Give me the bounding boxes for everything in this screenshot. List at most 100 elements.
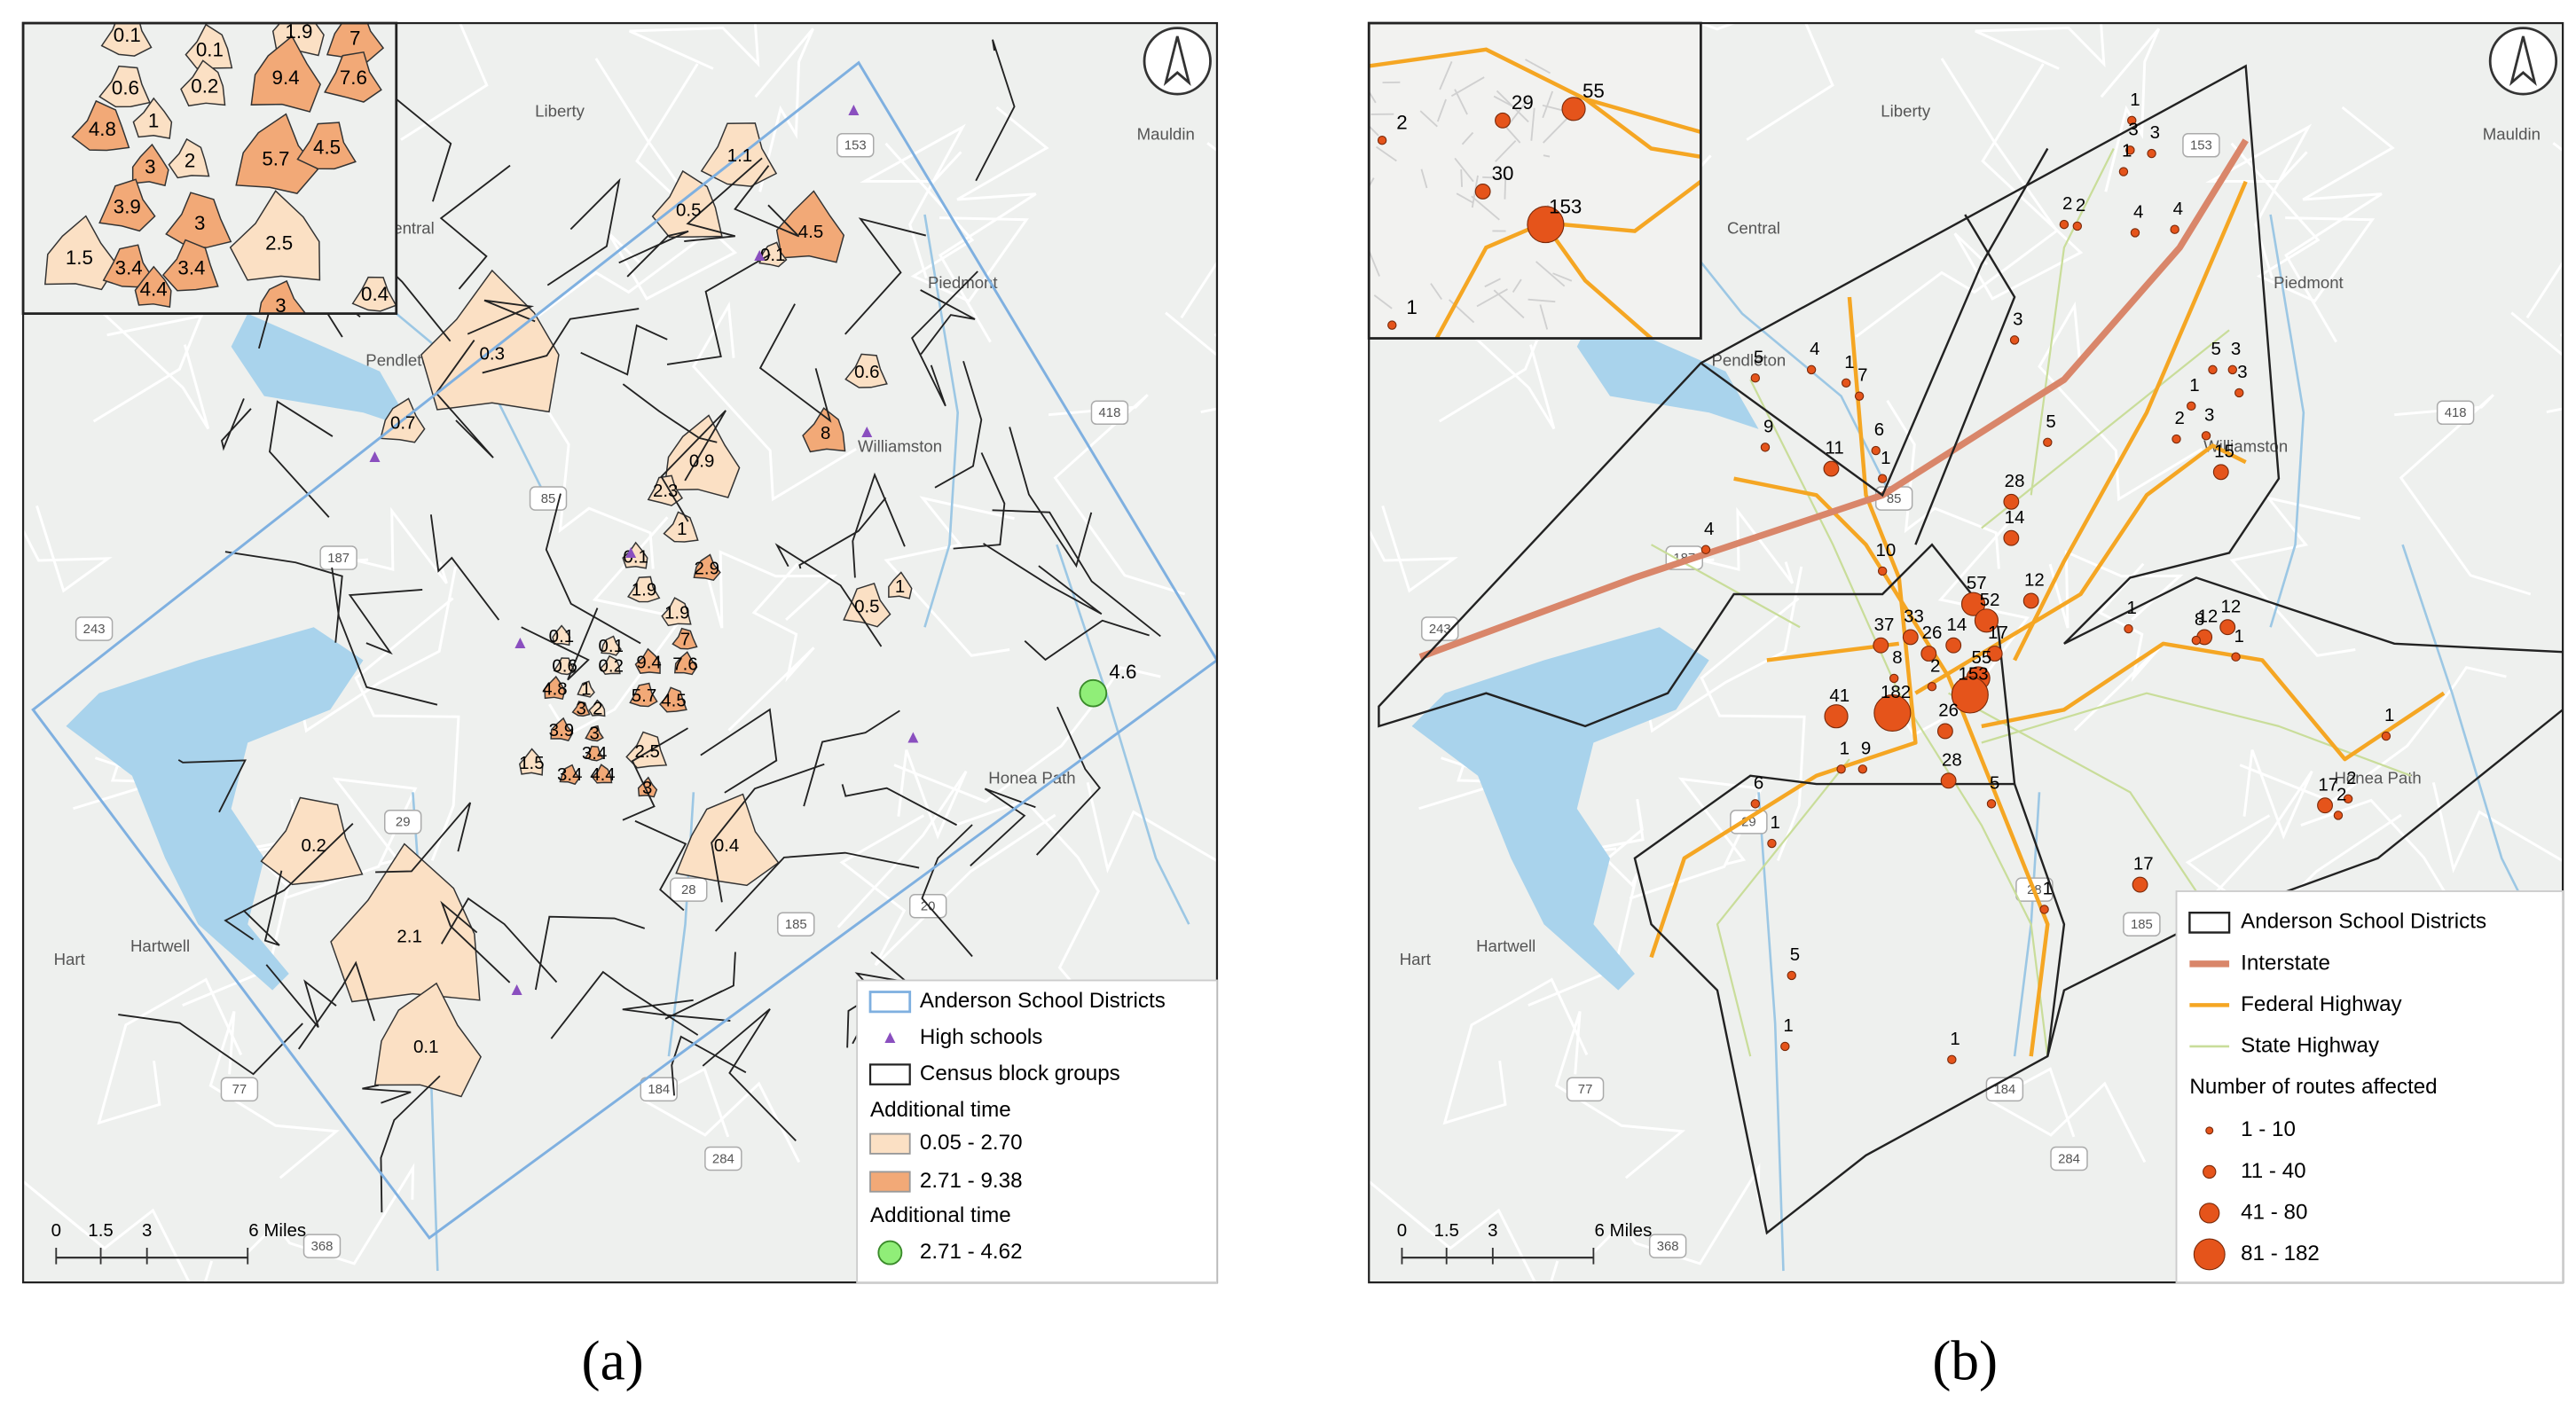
route-point — [1823, 460, 1840, 477]
route-count: 8 — [2195, 609, 2204, 630]
block-value: 8 — [821, 423, 830, 443]
legend-box — [856, 979, 1218, 1284]
shield-label: 368 — [311, 1240, 334, 1254]
census-block-line — [440, 897, 558, 983]
shield — [2050, 1146, 2088, 1171]
panel-frame — [1368, 21, 2564, 1284]
block-group — [260, 796, 364, 886]
road — [23, 505, 113, 593]
block-value: 2.5 — [634, 741, 659, 762]
stream — [1757, 792, 1785, 1272]
shield — [220, 1077, 259, 1102]
block-group — [235, 113, 319, 194]
district-boundary — [2013, 783, 2066, 1057]
shield — [1566, 1077, 1605, 1102]
road — [884, 142, 1029, 303]
route-point — [1902, 629, 1919, 646]
shield-label: 85 — [1887, 492, 1902, 506]
block-group — [296, 121, 357, 170]
block-value: 4.5 — [661, 690, 686, 710]
road — [2048, 550, 2184, 629]
block-group — [131, 143, 169, 187]
route-count: 17 — [1988, 623, 2008, 643]
block-value: 2.3 — [653, 481, 678, 501]
shield-label: 368 — [1657, 1240, 1679, 1254]
street — [1496, 90, 1529, 123]
scale-label: 0 — [51, 1220, 61, 1241]
block-group — [559, 764, 580, 786]
route-point — [1947, 1054, 1957, 1065]
census-block-line — [702, 1007, 797, 1142]
route-count: 30 — [1492, 162, 1514, 184]
block-group — [100, 23, 153, 57]
block-group — [675, 793, 780, 887]
stream — [2269, 214, 2305, 628]
place-name: Easley — [2014, 0, 2065, 14]
place-name: Honea Path — [988, 768, 1075, 787]
block-value: 0.4 — [361, 283, 389, 305]
block-group — [250, 35, 321, 113]
route-count: 1 — [1406, 296, 1417, 318]
place-name: Hart — [1400, 950, 1432, 968]
census-block-line — [921, 824, 973, 958]
census-block-line — [550, 970, 699, 1039]
route-point — [2343, 794, 2353, 803]
census-block-line — [297, 960, 375, 1050]
block-group — [601, 635, 622, 656]
road — [629, 23, 760, 70]
block-value: 4.8 — [542, 678, 567, 699]
block-group — [802, 407, 846, 453]
block-group — [585, 725, 604, 742]
block-value: 2.5 — [265, 231, 293, 254]
census-block-line — [467, 299, 536, 335]
block-value: 0.9 — [689, 451, 714, 472]
lake — [1411, 627, 1709, 991]
block-group — [571, 701, 591, 717]
block-value: 0.2 — [191, 75, 218, 98]
road — [2073, 562, 2161, 732]
route-count: 3 — [2237, 362, 2247, 382]
census-block-line — [660, 410, 726, 522]
block-value: 3.9 — [549, 720, 574, 740]
route-point — [1750, 372, 1761, 383]
street — [1535, 261, 1566, 287]
block-value: 4.5 — [798, 222, 823, 242]
route-point — [2043, 437, 2053, 447]
census-block-line — [269, 400, 334, 518]
route-count: 1 — [2122, 141, 2132, 161]
shield-label: 184 — [1993, 1083, 2015, 1097]
census-block-line — [435, 340, 494, 458]
shield — [704, 1146, 742, 1171]
basemap: EasleyLibertyMauldinCentralPiedmontPendl… — [23, 23, 1217, 1283]
road — [2230, 142, 2376, 303]
route-count: 5 — [2046, 411, 2055, 432]
route-count: 9 — [1861, 738, 1871, 758]
route-point — [2333, 811, 2344, 820]
block-value: 3 — [275, 294, 286, 317]
road — [97, 977, 243, 1125]
route-point — [1873, 693, 1912, 733]
census-block-line — [177, 759, 247, 813]
route-point — [2022, 592, 2039, 609]
block-value: 2 — [593, 699, 602, 719]
route-count: 17 — [2133, 854, 2154, 874]
street — [1369, 90, 1377, 104]
route-point — [1387, 320, 1397, 330]
shield-label: 284 — [712, 1152, 734, 1166]
road — [2182, 749, 2313, 928]
road — [1987, 1067, 2147, 1164]
road — [1629, 777, 1763, 900]
route-point — [2317, 797, 2333, 814]
street — [1484, 278, 1501, 288]
legend-heading: Additional time — [870, 1203, 1011, 1227]
route-count: 2 — [2062, 193, 2072, 214]
lake — [231, 313, 413, 429]
census-block-line — [534, 915, 646, 991]
census-block-line — [852, 472, 906, 578]
block-group — [659, 686, 687, 713]
road — [1855, 58, 2059, 338]
inset: 0.10.11.9 70.6 0.2 9.4 7.64.8 15.74.5233.932.… — [23, 23, 397, 317]
route-count: 5 — [1790, 944, 1800, 965]
route-point — [1700, 545, 1711, 554]
block-group — [588, 699, 606, 717]
